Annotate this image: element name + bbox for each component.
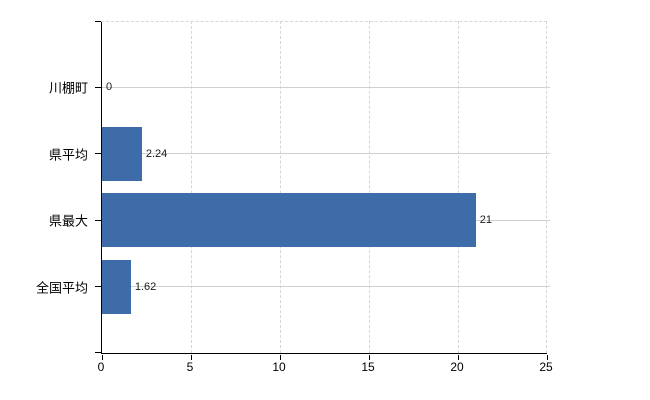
x-axis-tick [368,354,370,360]
x-axis-tick [457,354,459,360]
plot-right-border [546,21,547,353]
x-axis-tick-label: 0 [97,360,105,374]
plot-top-border [101,21,547,22]
x-axis-tick [101,354,103,360]
y-axis-tick [94,86,101,88]
vertical-gridline [190,21,192,353]
x-axis-tick [190,354,192,360]
bar [102,259,131,314]
y-axis-tick [94,286,101,288]
y-axis-end-tick [94,21,101,22]
bar [102,126,142,181]
y-axis-end-tick [94,352,101,353]
horizontal-gridline [102,286,550,288]
category-label: 全国平均 [35,280,88,296]
x-axis-tick [546,354,548,360]
category-label: 県平均 [48,147,88,163]
category-label: 県最大 [48,213,88,229]
vertical-gridline [279,21,281,353]
category-label: 川棚町 [48,80,88,96]
x-axis-tick [279,354,281,360]
horizontal-gridline [102,86,550,88]
plot-area: 0 2.24 21 1.62 [94,21,550,360]
x-axis-tick-label: 25 [539,360,553,374]
bar [102,193,476,248]
x-axis-tick-label: 10 [272,360,286,374]
x-axis-tick-label: 15 [361,360,375,374]
bar-value-label: 2.24 [145,147,168,160]
bar-value-label: 0 [106,81,113,94]
vertical-gridline [368,21,370,353]
x-axis-tick-label: 5 [186,360,194,374]
y-axis-category-labels: 川棚町県平均県最大全国平均 [0,21,101,353]
vertical-gridline [457,21,459,353]
bar-value-label: 21 [479,214,493,227]
x-axis-tick-label: 20 [450,360,464,374]
x-axis-tick-labels: 0 5 10 15 20 25 [97,360,553,378]
bar-value-label: 1.62 [134,280,157,293]
y-axis-tick [94,219,101,221]
horizontal-gridline [102,153,550,155]
y-axis-tick [94,153,101,155]
